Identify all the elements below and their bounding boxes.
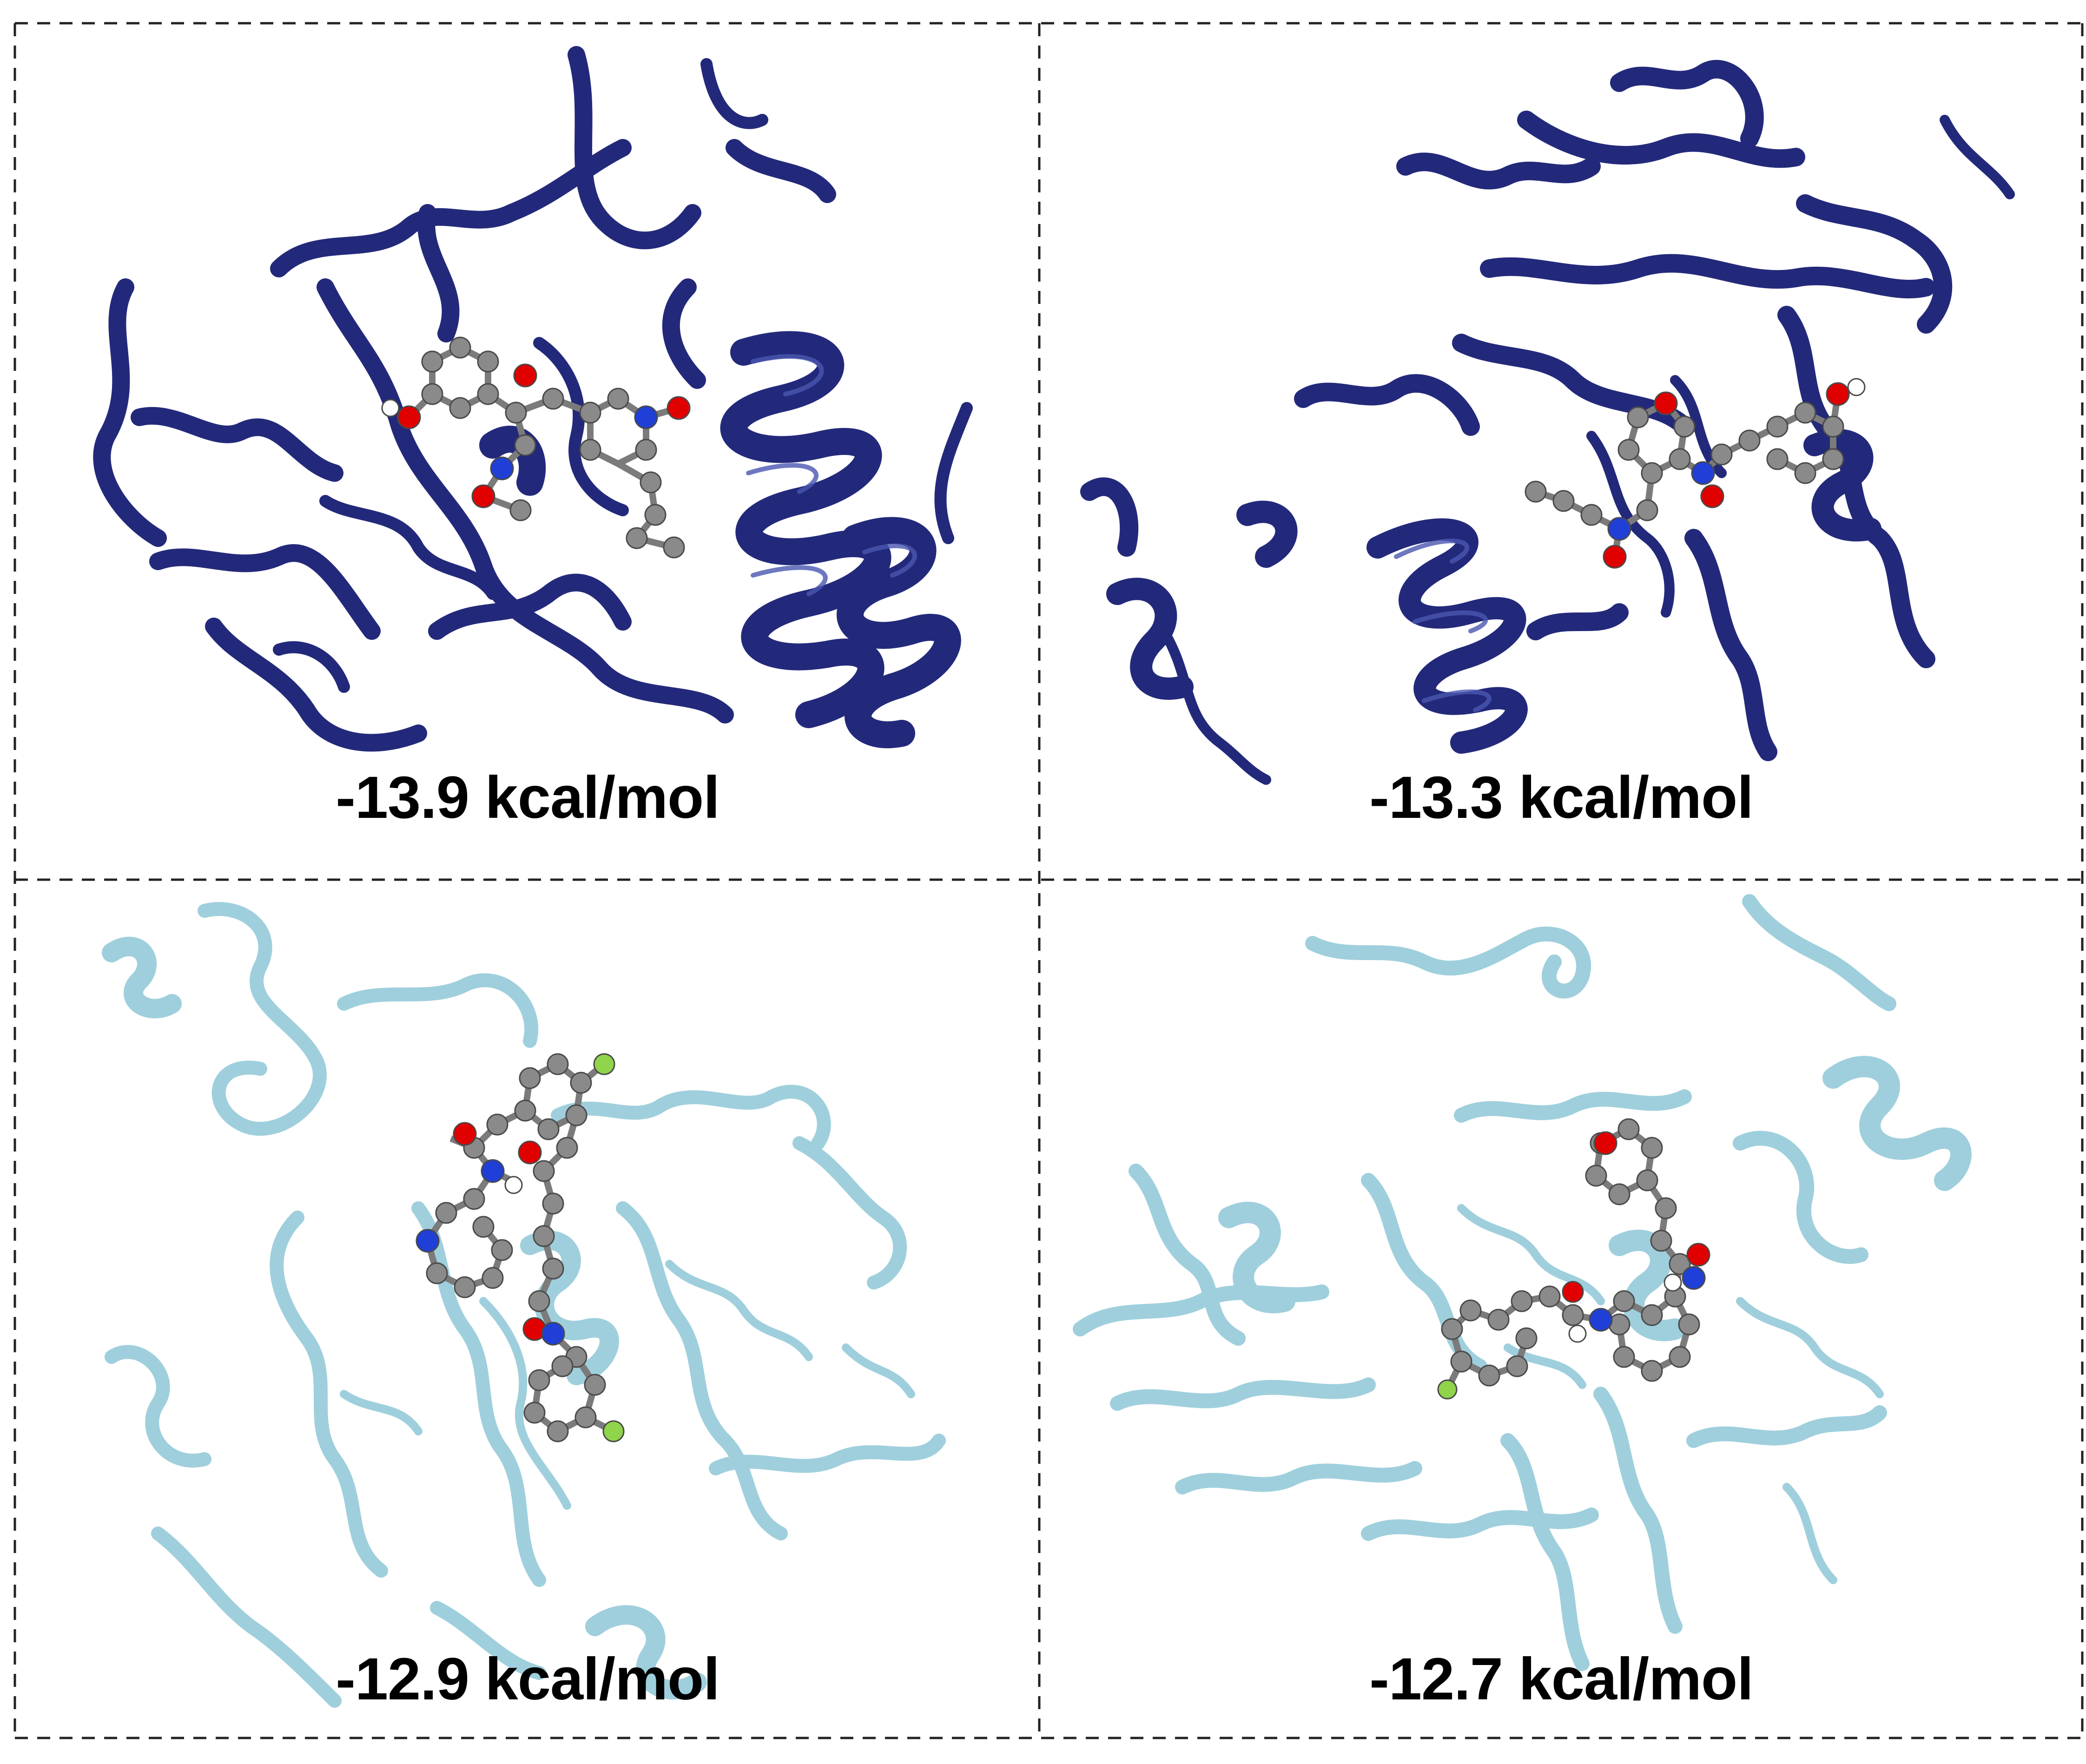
panel-top-right: -13.3 kcal/mol <box>1043 27 2079 877</box>
binding-energy-label: -13.9 kcal/mol <box>336 764 720 831</box>
ligand-molecule <box>1525 378 1866 569</box>
protein-ligand-structure <box>102 902 946 1708</box>
panel-bottom-left: -12.9 kcal/mol <box>19 883 1036 1736</box>
binding-energy-label: -13.3 kcal/mol <box>1369 764 1754 831</box>
panel-bottom-right: -12.7 kcal/mol <box>1043 883 2079 1736</box>
ligand-molecule <box>416 1053 625 1442</box>
protein-ligand-structure <box>1080 59 2015 785</box>
protein-ligand-structure <box>93 46 973 752</box>
ligand-molecule <box>381 336 691 559</box>
binding-energy-label: -12.9 kcal/mol <box>336 1646 720 1712</box>
panel-top-left: -13.9 kcal/mol <box>19 27 1036 877</box>
protein-ligand-structure <box>1073 894 1972 1671</box>
binding-energy-label: -12.7 kcal/mol <box>1369 1646 1754 1712</box>
ligand-molecule <box>1437 1118 1710 1400</box>
